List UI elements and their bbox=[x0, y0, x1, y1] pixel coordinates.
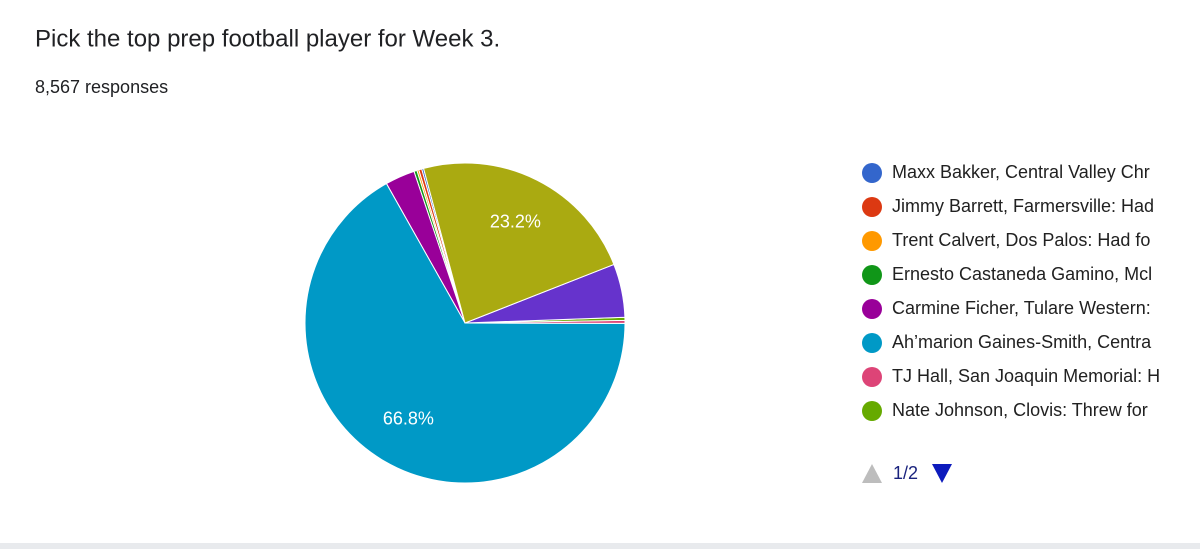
response-count: 8,567 responses bbox=[35, 77, 168, 97]
pie-slice bbox=[304, 182, 626, 484]
bottom-border bbox=[0, 543, 1200, 549]
legend-label: Maxx Bakker, Central Valley Chr bbox=[892, 162, 1150, 182]
legend-swatch bbox=[862, 333, 882, 353]
legend-label: Carmine Ficher, Tulare Western: bbox=[892, 298, 1151, 318]
legend-swatch bbox=[862, 163, 882, 183]
legend-label: Trent Calvert, Dos Palos: Had fo bbox=[892, 230, 1150, 250]
legend-page: 1/2 bbox=[893, 463, 918, 483]
legend-prev[interactable] bbox=[862, 464, 882, 483]
legend-swatch bbox=[862, 299, 882, 319]
legend-swatch bbox=[862, 197, 882, 217]
slice-label: 23.2% bbox=[490, 212, 541, 232]
legend-label: TJ Hall, San Joaquin Memorial: H bbox=[892, 366, 1160, 386]
pie-slice bbox=[422, 162, 615, 324]
legend-label: Nate Johnson, Clovis: Threw for bbox=[892, 400, 1148, 420]
slice-label: 66.8% bbox=[383, 408, 434, 428]
legend-label: Ah’marion Gaines-Smith, Centra bbox=[892, 332, 1152, 352]
legend-label: Ernesto Castaneda Gamino, Mcl bbox=[892, 264, 1152, 284]
legend-next[interactable] bbox=[932, 464, 952, 483]
legend-swatch bbox=[862, 265, 882, 285]
legend-swatch bbox=[862, 401, 882, 421]
legend-swatch bbox=[862, 367, 882, 387]
legend-swatch bbox=[862, 231, 882, 251]
question-title: Pick the top prep football player for We… bbox=[35, 25, 500, 52]
legend-label: Jimmy Barrett, Farmersville: Had bbox=[892, 196, 1154, 216]
